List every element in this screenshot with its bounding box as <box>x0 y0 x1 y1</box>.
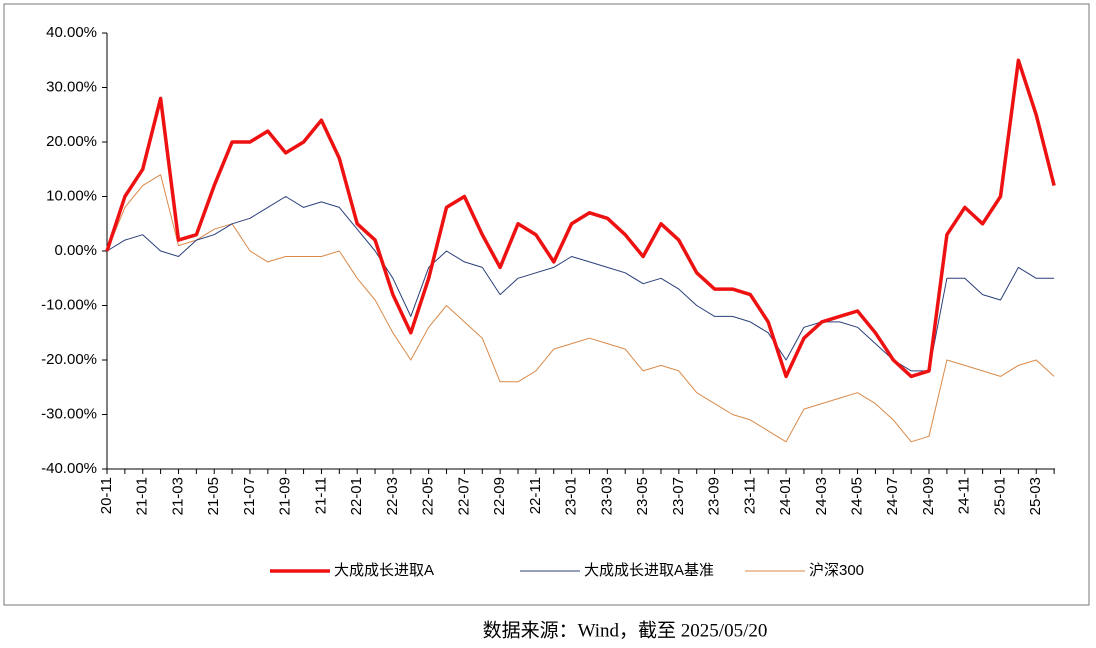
x-tick-label: 23-03 <box>598 477 615 515</box>
source-note: 数据来源：Wind，截至 2025/05/20 <box>483 619 768 641</box>
x-tick-label: 21-11 <box>312 477 329 514</box>
x-tick-label: 23-07 <box>670 477 687 515</box>
legend-label: 大成成长进取A <box>334 562 434 579</box>
y-tick-label: 40.00% <box>46 24 97 41</box>
x-tick-label: 24-07 <box>884 477 901 515</box>
x-tick-label: 22-01 <box>348 477 365 515</box>
x-tick-label: 21-01 <box>134 477 151 515</box>
x-tick-label: 22-03 <box>384 477 401 515</box>
x-tick-label: 24-01 <box>777 477 794 515</box>
series-line <box>105 58 1056 379</box>
y-tick-label: -30.00% <box>41 405 97 422</box>
y-tick-label: 0.00% <box>54 242 97 259</box>
legend-label: 沪深300 <box>809 562 864 579</box>
legend-label: 大成成长进取A基准 <box>584 562 714 579</box>
x-tick-label: 24-03 <box>813 477 830 515</box>
y-tick-label: -20.00% <box>41 351 97 368</box>
x-tick-label: 24-09 <box>920 477 937 515</box>
x-tick-label: 23-05 <box>634 477 651 515</box>
x-tick-label: 22-07 <box>455 477 472 515</box>
x-tick-label: 21-07 <box>241 477 258 515</box>
x-tick-label: 24-11 <box>956 477 973 514</box>
y-tick-label: 20.00% <box>46 133 97 150</box>
x-tick-label: 23-11 <box>741 477 758 514</box>
frame <box>3 3 1090 606</box>
y-tick-label: -40.00% <box>41 460 97 477</box>
y-tick-label: -10.00% <box>41 296 97 313</box>
x-tick-label: 25-01 <box>991 477 1008 515</box>
x-tick-label: 22-09 <box>491 477 508 515</box>
x-tick-label: 23-01 <box>563 477 580 515</box>
y-tick-label: 30.00% <box>46 78 97 95</box>
x-tick-label: 22-11 <box>527 477 544 514</box>
x-tick-label: 25-03 <box>1027 477 1044 515</box>
series-line <box>106 174 1055 443</box>
x-tick-label: 21-09 <box>277 477 294 515</box>
x-tick-label: 23-09 <box>706 477 723 515</box>
series-line <box>106 196 1055 372</box>
x-tick-label: 20-11 <box>98 477 115 514</box>
x-tick-label: 24-05 <box>849 477 866 515</box>
x-tick-label: 21-05 <box>205 477 222 515</box>
x-tick-label: 21-03 <box>169 477 186 515</box>
y-tick-label: 10.00% <box>46 187 97 204</box>
x-tick-label: 22-05 <box>420 477 437 515</box>
